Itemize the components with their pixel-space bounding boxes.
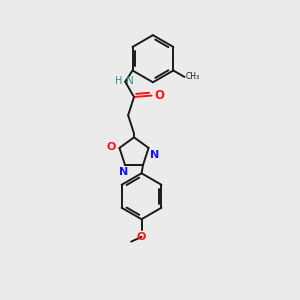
Text: N: N [119, 167, 128, 177]
Text: O: O [154, 89, 165, 102]
Text: H: H [116, 76, 123, 86]
Text: N: N [150, 150, 160, 160]
Text: O: O [106, 142, 116, 152]
Text: CH₃: CH₃ [186, 73, 200, 82]
Text: O: O [136, 232, 146, 242]
Text: N: N [126, 76, 134, 86]
